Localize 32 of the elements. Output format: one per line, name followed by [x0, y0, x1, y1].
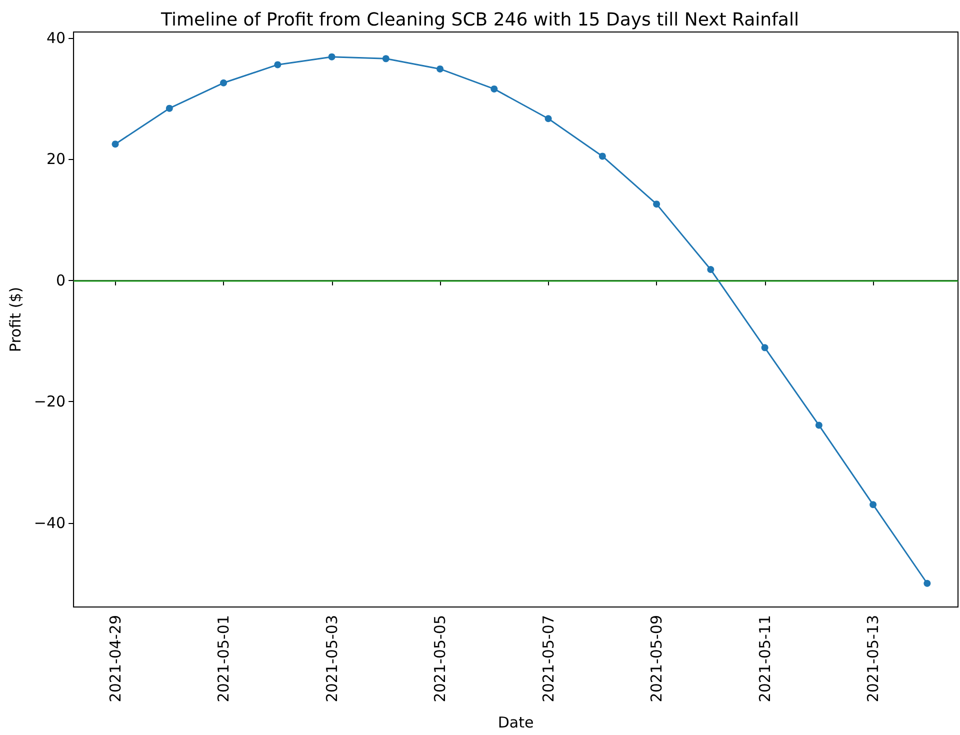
x-tick-label: 2021-05-09 [648, 615, 666, 702]
point [328, 53, 336, 60]
x-tick-label: 2021-05-13 [864, 615, 882, 702]
point [274, 61, 282, 68]
y-axis-title: Profit ($) [6, 286, 24, 352]
point [166, 104, 173, 112]
y-tick-label: 20 [46, 150, 66, 168]
point [598, 152, 606, 160]
y-tick-label: −20 [34, 392, 66, 411]
point [707, 266, 714, 274]
point [761, 344, 768, 352]
x-tick-label: 2021-05-07 [539, 615, 558, 702]
x-tick-label: 2021-04-29 [106, 615, 124, 702]
y-tick-label: 40 [46, 29, 66, 48]
point [112, 140, 119, 148]
x-tick-label: 2021-05-01 [214, 615, 233, 702]
point [382, 55, 390, 62]
x-tick-label: 2021-05-05 [431, 615, 450, 702]
point [490, 85, 498, 92]
point [924, 580, 931, 587]
point [653, 200, 660, 208]
point [544, 115, 552, 122]
point [436, 65, 444, 72]
point [815, 422, 822, 429]
chart-title: Timeline of Profit from Cleaning SCB 246 with 15 Days till Next Rainfall [160, 10, 799, 30]
point [220, 79, 228, 86]
point [870, 501, 877, 508]
x-axis-title: Date [498, 714, 534, 732]
x-tick-label: 2021-05-03 [322, 615, 341, 702]
y-tick-label: −40 [34, 514, 66, 532]
y-tick-label: 0 [56, 271, 66, 290]
x-tick-label: 2021-05-11 [756, 615, 774, 702]
